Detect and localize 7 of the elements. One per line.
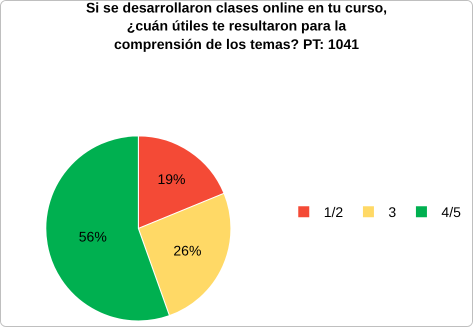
- data-label: 19%: [157, 171, 186, 188]
- legend-label: 3: [388, 204, 396, 220]
- data-label: 26%: [173, 242, 202, 258]
- legend-label: 4/5: [441, 204, 462, 220]
- data-label: 56%: [78, 228, 107, 244]
- legend-label: 1/2: [324, 204, 344, 220]
- chart-title: Si se desarrollaron clases online en tu curso, ¿cuán útiles te resultaron para la comprensión de los temas? PT: 1041: [86, 0, 388, 52]
